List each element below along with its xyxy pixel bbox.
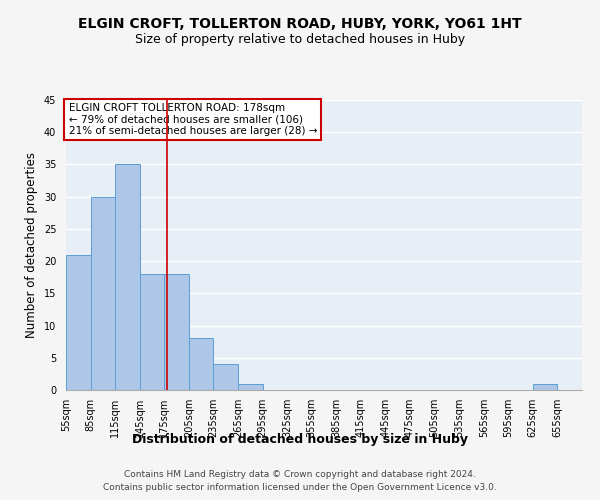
Text: Contains HM Land Registry data © Crown copyright and database right 2024.: Contains HM Land Registry data © Crown c… xyxy=(124,470,476,479)
Y-axis label: Number of detached properties: Number of detached properties xyxy=(25,152,38,338)
Bar xyxy=(66,254,91,390)
Text: Size of property relative to detached houses in Huby: Size of property relative to detached ho… xyxy=(135,32,465,46)
Bar xyxy=(164,274,189,390)
Bar xyxy=(238,384,263,390)
Text: Contains public sector information licensed under the Open Government Licence v3: Contains public sector information licen… xyxy=(103,482,497,492)
Text: Distribution of detached houses by size in Huby: Distribution of detached houses by size … xyxy=(132,432,468,446)
Bar xyxy=(91,196,115,390)
Bar xyxy=(115,164,140,390)
Bar xyxy=(533,384,557,390)
Bar xyxy=(140,274,164,390)
Bar xyxy=(214,364,238,390)
Text: ELGIN CROFT TOLLERTON ROAD: 178sqm
← 79% of detached houses are smaller (106)
21: ELGIN CROFT TOLLERTON ROAD: 178sqm ← 79%… xyxy=(68,103,317,136)
Bar xyxy=(189,338,214,390)
Text: ELGIN CROFT, TOLLERTON ROAD, HUBY, YORK, YO61 1HT: ELGIN CROFT, TOLLERTON ROAD, HUBY, YORK,… xyxy=(78,18,522,32)
